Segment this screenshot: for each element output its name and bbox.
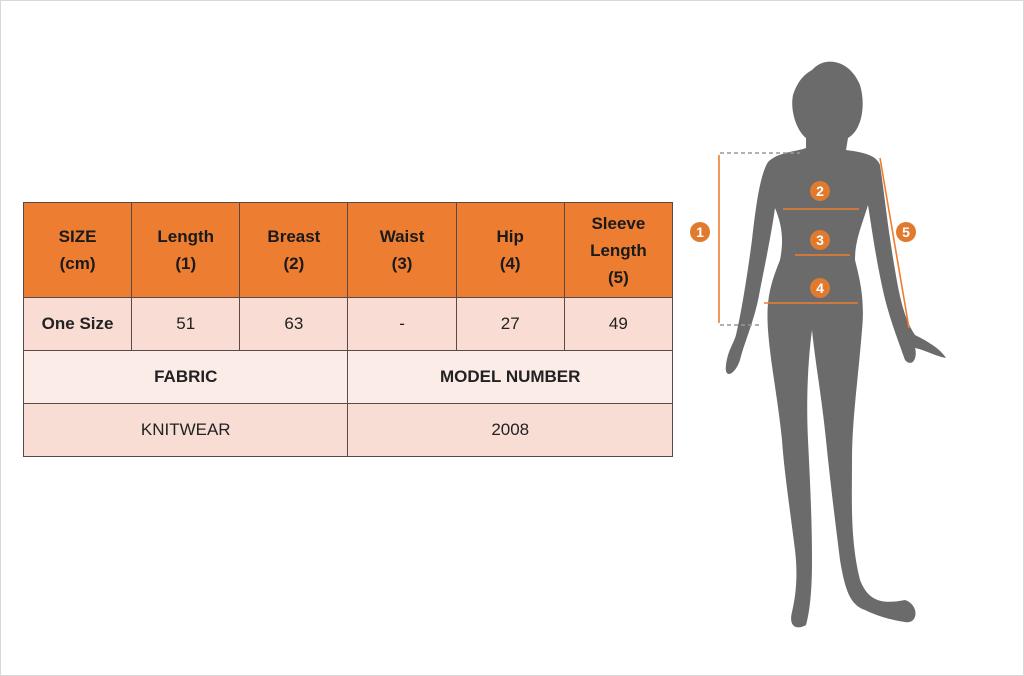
sleeve-length-cell: 49 xyxy=(563,297,674,351)
header-length: Length (1) xyxy=(131,202,241,298)
sleeve-arrow xyxy=(879,157,910,329)
info-value-row: KNITWEAR 2008 xyxy=(22,403,673,457)
breast-cell: 63 xyxy=(239,297,349,351)
marker-2-label: 2 xyxy=(816,183,824,199)
model-number-value: 2008 xyxy=(347,403,673,457)
size-chart-table: SIZE (cm) Length (1) Breast (2) Waist (3… xyxy=(22,202,674,457)
size-cell: One Size xyxy=(22,297,133,351)
hip-cell: 27 xyxy=(455,297,565,351)
measurement-lines xyxy=(718,152,910,329)
measurement-markers: 1 2 3 4 5 xyxy=(690,181,916,298)
female-silhouette xyxy=(725,61,946,628)
marker-5-label: 5 xyxy=(902,224,910,240)
header-waist: Waist (3) xyxy=(347,202,457,298)
marker-1-label: 1 xyxy=(696,224,704,240)
marker-3-icon xyxy=(810,230,830,250)
marker-4-label: 4 xyxy=(816,280,824,296)
header-sleeve-length: Sleeve Length (5) xyxy=(563,202,674,298)
info-label-row: FABRIC MODEL NUMBER xyxy=(22,350,673,404)
body-measurement-figure: 1 2 3 4 5 xyxy=(690,61,946,628)
marker-3-label: 3 xyxy=(816,232,824,248)
fabric-label: FABRIC xyxy=(22,350,349,404)
header-row: SIZE (cm) Length (1) Breast (2) Waist (3… xyxy=(22,202,674,298)
waist-cell: - xyxy=(347,297,457,351)
marker-4-icon xyxy=(810,278,830,298)
table-row: One Size 51 63 - 27 49 xyxy=(22,297,674,351)
marker-5-icon xyxy=(896,222,916,242)
marker-1-icon xyxy=(690,222,710,242)
header-breast: Breast (2) xyxy=(239,202,349,298)
model-number-label: MODEL NUMBER xyxy=(347,350,673,404)
header-size: SIZE (cm) xyxy=(22,202,133,298)
header-hip: Hip (4) xyxy=(455,202,565,298)
marker-2-icon xyxy=(810,181,830,201)
fabric-value: KNITWEAR xyxy=(22,403,349,457)
length-cell: 51 xyxy=(131,297,241,351)
